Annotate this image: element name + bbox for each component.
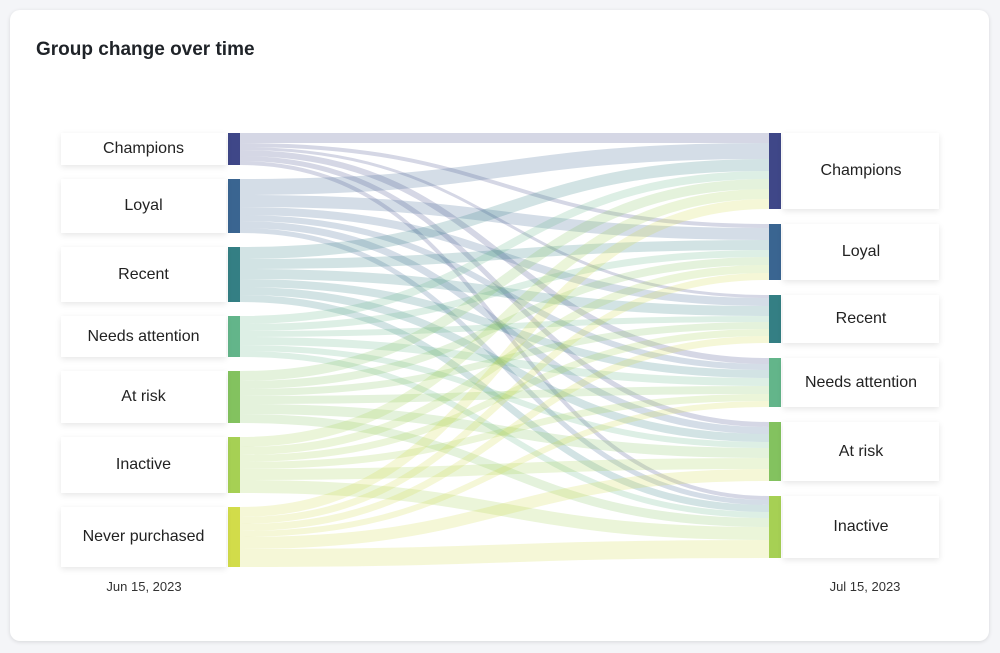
flow-link[interactable] [239, 171, 770, 324]
flow-link[interactable] [239, 147, 770, 298]
flow-link[interactable] [239, 386, 770, 404]
target-date-label: Jul 15, 2023 [829, 579, 901, 594]
target-node-bar[interactable] [769, 422, 781, 481]
chart-title: Group change over time [36, 39, 255, 60]
flow-link[interactable] [239, 150, 770, 364]
flow-link[interactable] [239, 273, 770, 524]
source-date-label: Jun 15, 2023 [106, 579, 182, 594]
target-node-bar[interactable] [769, 133, 781, 209]
flow-link[interactable] [239, 337, 770, 386]
target-node-label[interactable]: Inactive [783, 496, 939, 558]
source-node-bar[interactable] [228, 316, 240, 357]
source-node-label[interactable]: Recent [61, 247, 226, 302]
flow-link[interactable] [239, 316, 770, 337]
source-node-label[interactable]: Needs attention [61, 316, 226, 357]
flow-link[interactable] [239, 161, 770, 500]
target-node-bar[interactable] [769, 224, 781, 280]
flow-link[interactable] [239, 156, 770, 427]
target-node-label[interactable]: Champions [783, 133, 939, 209]
flow-link[interactable] [239, 179, 770, 381]
flow-link[interactable] [239, 287, 770, 442]
flow-link[interactable] [239, 228, 770, 505]
target-node-bar[interactable] [769, 358, 781, 407]
flow-link[interactable] [239, 143, 770, 228]
flow-link[interactable] [239, 269, 770, 316]
target-node-label[interactable]: Recent [783, 295, 939, 343]
source-node-bar[interactable] [228, 179, 240, 233]
source-node-bar[interactable] [228, 247, 240, 302]
flow-link[interactable] [239, 394, 770, 469]
flow-link[interactable] [239, 250, 770, 331]
flow-link[interactable] [239, 401, 770, 537]
flow-link[interactable] [239, 221, 770, 434]
flow-link[interactable] [239, 189, 770, 447]
source-node-label[interactable]: At risk [61, 371, 226, 423]
flow-link[interactable] [239, 329, 770, 462]
flow-link[interactable] [239, 207, 770, 306]
source-node-label[interactable]: Champions [61, 133, 226, 165]
source-node-label[interactable]: Never purchased [61, 507, 226, 567]
source-node-bar[interactable] [228, 133, 240, 165]
flow-link[interactable] [239, 458, 770, 480]
flow-link[interactable] [239, 199, 770, 517]
flow-link[interactable] [239, 265, 770, 455]
flow-link[interactable] [239, 404, 770, 458]
source-node-bar[interactable] [228, 437, 240, 493]
flow-link[interactable] [239, 215, 770, 370]
flow-link[interactable] [239, 257, 770, 389]
flow-link[interactable] [239, 195, 770, 240]
flow-link[interactable] [239, 159, 770, 259]
flow-link[interactable] [239, 240, 770, 269]
target-node-label[interactable]: Needs attention [783, 358, 939, 407]
flow-link[interactable] [239, 279, 770, 378]
source-node-label[interactable]: Inactive [61, 437, 226, 493]
flow-link[interactable] [239, 469, 770, 549]
source-node-bar[interactable] [228, 507, 240, 567]
flow-link[interactable] [239, 336, 770, 531]
flow-link[interactable] [239, 345, 770, 448]
target-node-bar[interactable] [769, 496, 781, 558]
source-node-label[interactable]: Loyal [61, 179, 226, 233]
flow-link[interactable] [239, 540, 770, 567]
flow-link[interactable] [239, 351, 770, 518]
target-node-label[interactable]: At risk [783, 422, 939, 481]
flow-link[interactable] [239, 143, 770, 195]
flow-link[interactable] [239, 322, 770, 396]
flow-link[interactable] [239, 295, 770, 512]
flow-link[interactable] [239, 480, 770, 540]
target-node-bar[interactable] [769, 295, 781, 343]
source-node-bar[interactable] [228, 371, 240, 423]
flow-link[interactable] [239, 414, 770, 527]
target-node-label[interactable]: Loyal [783, 224, 939, 280]
